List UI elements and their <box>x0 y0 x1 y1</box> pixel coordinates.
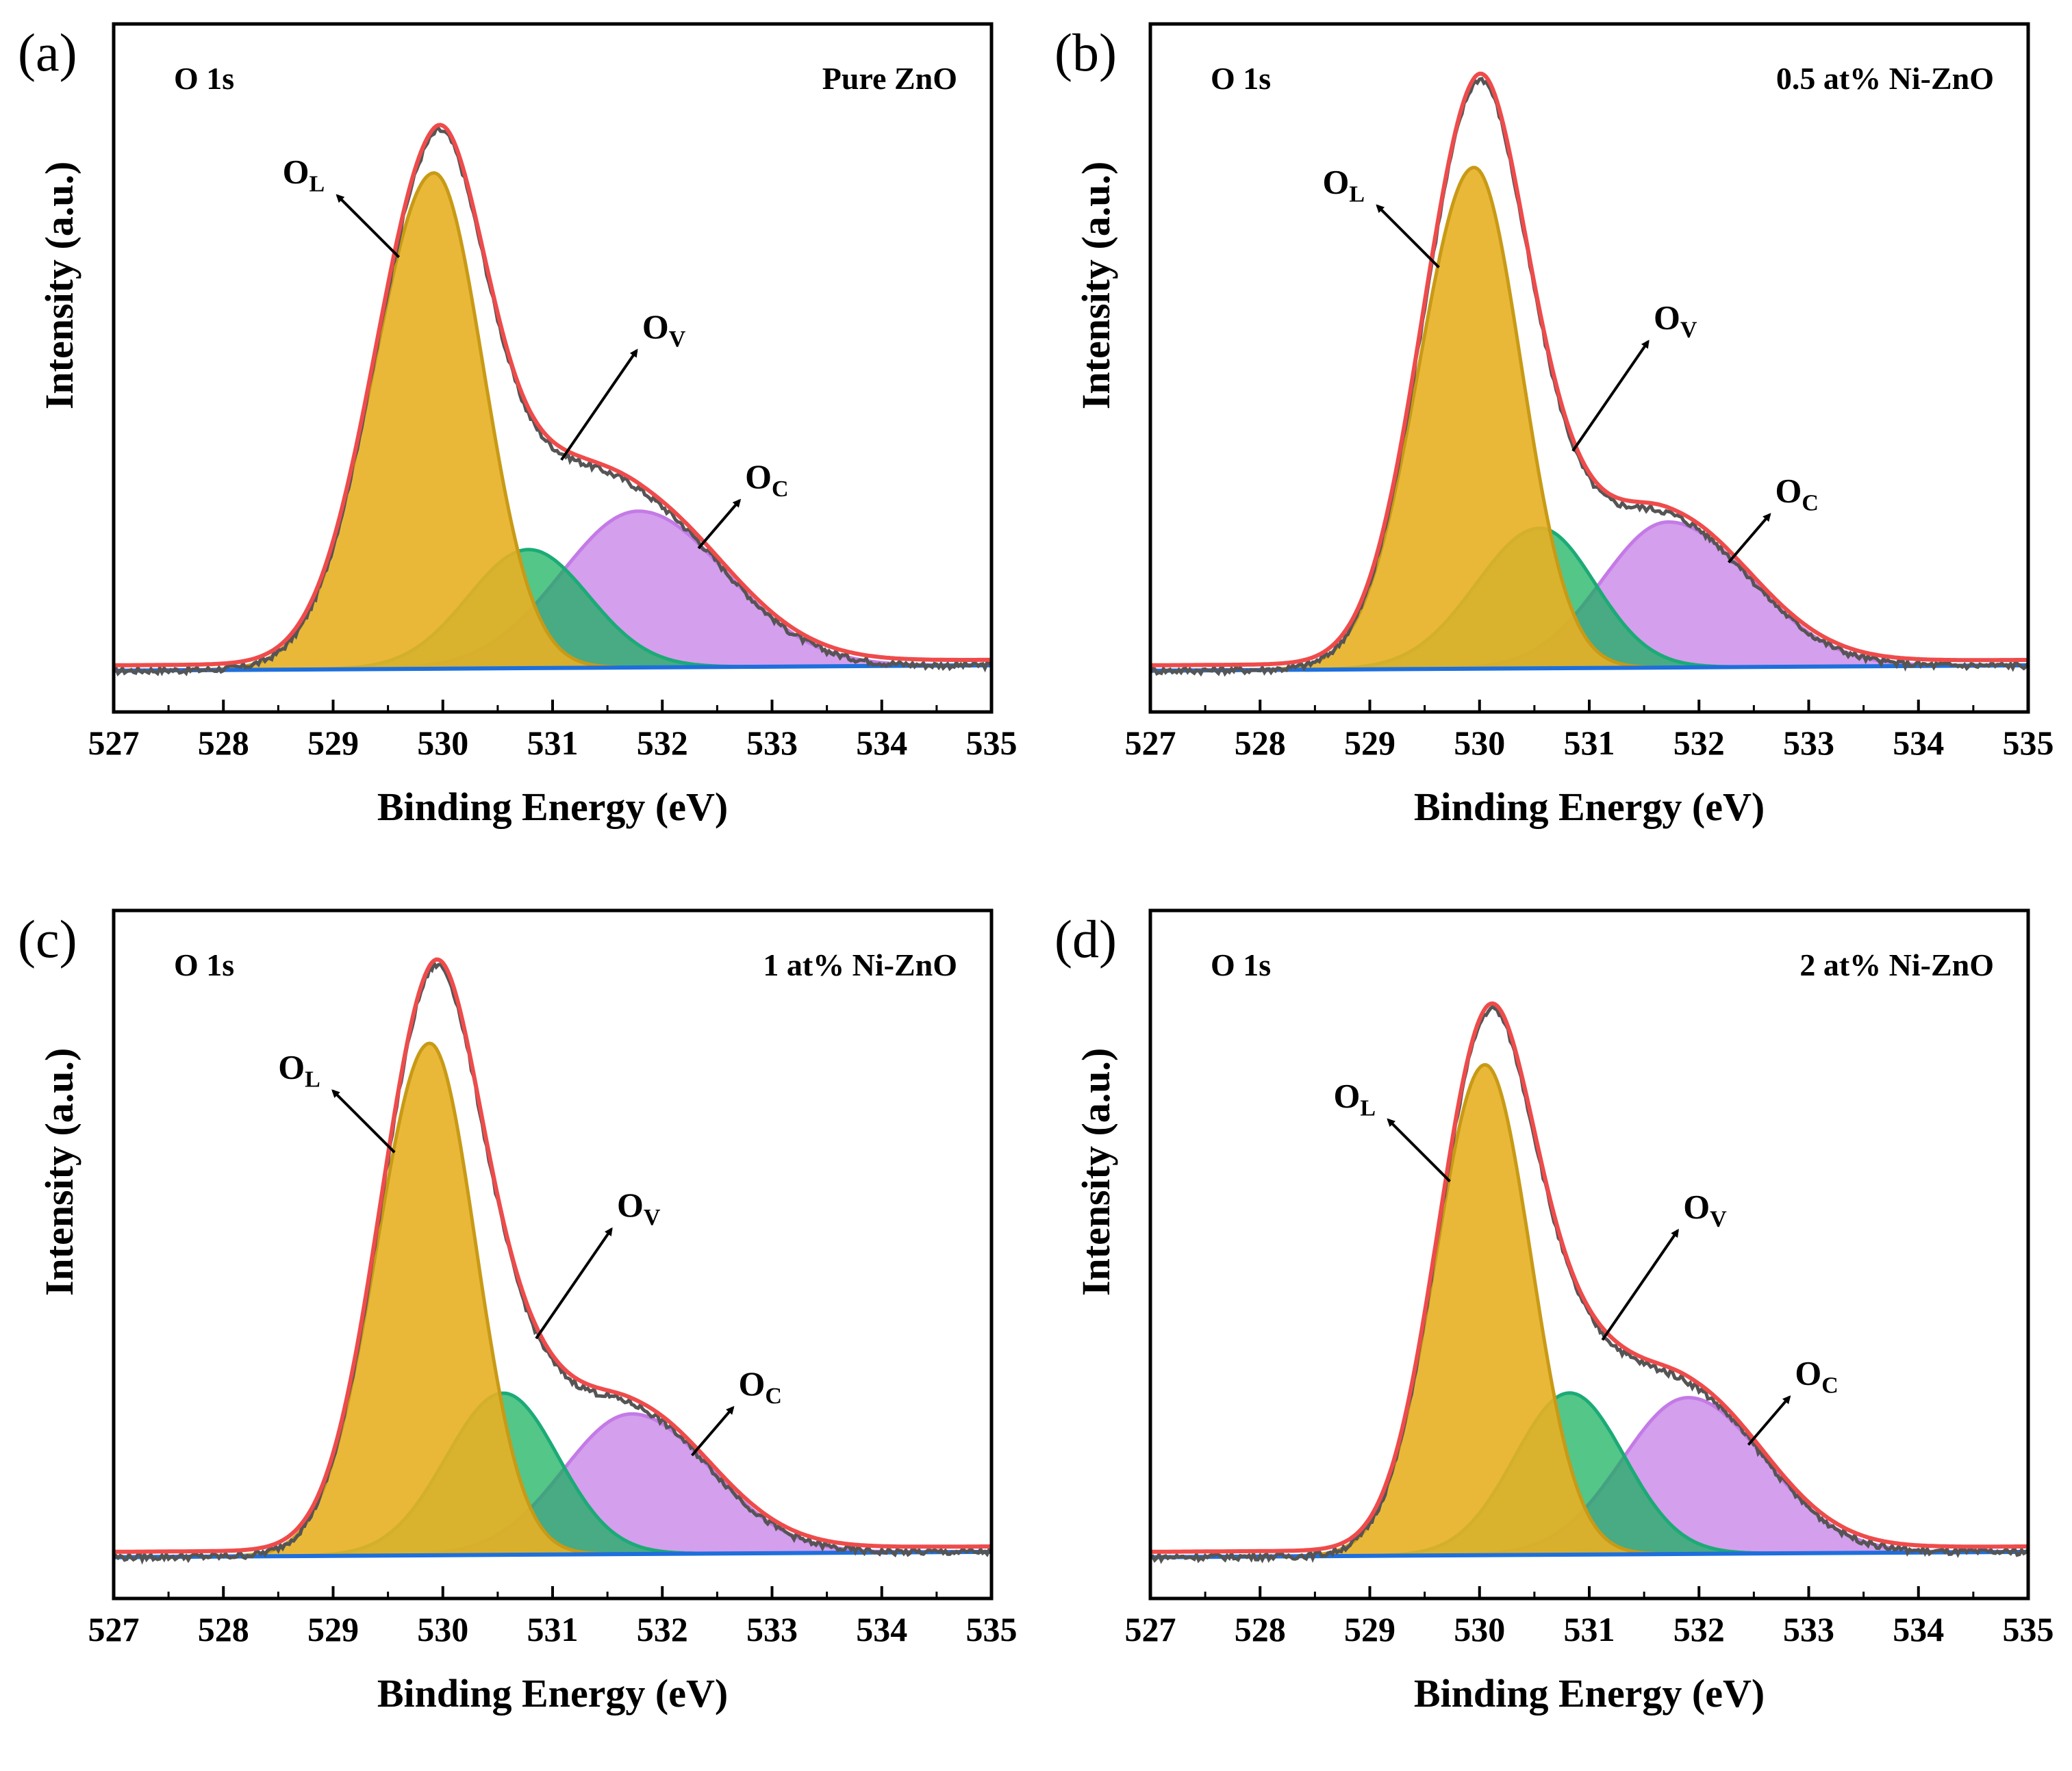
panel-letter: (d) <box>1054 909 1117 969</box>
peak-label-o-c: OC <box>745 457 788 502</box>
x-tick-label: 528 <box>198 724 249 762</box>
peak-arrow-o-l <box>1387 1118 1451 1183</box>
x-tick-label: 529 <box>307 1610 359 1648</box>
sample-label: 2 at% Ni-ZnO <box>1799 947 1994 982</box>
envelope-line <box>114 123 991 667</box>
x-tick-label: 527 <box>1125 724 1176 762</box>
peak-label-o-v: OV <box>1654 298 1697 343</box>
x-axis-title: Binding Energy (eV) <box>1414 785 1765 829</box>
raw-data-line <box>1150 1004 2030 1564</box>
x-tick-label: 531 <box>527 1610 579 1648</box>
chart-panel-a: 527 528 529 530 531 532 533 534 535 Binding Energ… <box>18 22 1018 829</box>
peak-label-o-l: OL <box>1322 163 1365 207</box>
peak-arrow-o-c <box>697 498 742 550</box>
background-line <box>113 663 992 673</box>
region-label: O 1s <box>1211 947 1271 982</box>
x-tick-label: 533 <box>746 1610 798 1648</box>
x-tick-label: 531 <box>1564 724 1615 762</box>
x-axis-title: Binding Energy (eV) <box>377 785 728 829</box>
peak-arrow-o-v <box>560 348 638 461</box>
peak-fill-o-v <box>1150 1392 2028 1557</box>
peak-fill-o-v <box>1150 528 2028 671</box>
region-label: O 1s <box>174 947 234 982</box>
x-tick-label: 533 <box>746 724 798 762</box>
peak-label-o-c: OC <box>1795 1354 1838 1399</box>
x-tick-label: 527 <box>1125 1610 1176 1648</box>
peak-label-o-v: OV <box>642 307 686 352</box>
envelope-line <box>1150 71 2029 667</box>
x-tick-label: 532 <box>1673 1610 1725 1648</box>
peak-fill-o-v <box>114 1393 991 1557</box>
peak-arrow-o-v <box>535 1227 613 1340</box>
peak-fill-o-c <box>1150 1397 2028 1557</box>
x-tick-label: 528 <box>1235 1610 1286 1648</box>
x-axis-title: Binding Energy (eV) <box>377 1671 728 1716</box>
peak-arrow-o-l <box>331 1089 396 1154</box>
peak-arrow-o-c <box>690 1405 735 1457</box>
peak-arrow-o-l <box>1376 204 1440 268</box>
panel-letter: (b) <box>1054 23 1117 82</box>
x-tick-label: 529 <box>1344 724 1395 762</box>
peak-label-o-l: OL <box>1333 1077 1376 1121</box>
x-tick-label: 530 <box>1454 724 1505 762</box>
x-tick-label: 529 <box>1344 1610 1395 1648</box>
peak-arrow-o-v <box>1601 1228 1679 1341</box>
x-tick-label: 530 <box>417 724 468 762</box>
background-line <box>1150 1549 2029 1559</box>
peak-label-o-v: OV <box>1683 1187 1727 1232</box>
x-tick-label: 529 <box>307 724 359 762</box>
peak-label-o-c: OC <box>739 1364 782 1409</box>
x-tick-label: 531 <box>527 724 579 762</box>
x-tick-label: 527 <box>88 1610 140 1648</box>
x-tick-label: 530 <box>417 1610 468 1648</box>
x-tick-label: 535 <box>2003 724 2054 762</box>
y-axis-title: Intensity (a.u.) <box>37 1048 81 1297</box>
x-tick-label: 535 <box>966 724 1018 762</box>
envelope-line <box>114 957 992 1554</box>
sample-label: 1 at% Ni-ZnO <box>763 947 957 982</box>
x-tick-label: 532 <box>1673 724 1725 762</box>
y-axis-title: Intensity (a.u.) <box>37 162 81 410</box>
chart-panel-b: 527 528 529 530 531 532 533 534 535 Binding Energ… <box>1054 22 2054 829</box>
x-tick-label: 532 <box>637 1610 688 1648</box>
peak-fill-o-v <box>114 549 991 671</box>
panel-letter: (c) <box>18 909 77 969</box>
envelope-line <box>1150 1001 2029 1554</box>
region-label: O 1s <box>1211 61 1271 96</box>
x-tick-label: 533 <box>1783 1610 1834 1648</box>
raw-data-line <box>113 126 992 677</box>
x-tick-label: 535 <box>2003 1610 2054 1648</box>
x-tick-label: 532 <box>637 724 688 762</box>
y-axis-title: Intensity (a.u.) <box>1074 162 1118 410</box>
y-axis-title: Intensity (a.u.) <box>1074 1048 1118 1297</box>
sample-label: 0.5 at% Ni-ZnO <box>1776 61 1994 96</box>
peak-arrow-o-l <box>336 194 401 259</box>
chart-panel-d: 527 528 529 530 531 532 533 534 535 Binding Energ… <box>1054 908 2054 1716</box>
background-line <box>113 1549 992 1559</box>
x-tick-label: 534 <box>856 724 907 762</box>
peak-label-o-l: OL <box>283 153 325 197</box>
chart-panel-c: 527 528 529 530 531 532 533 534 535 Binding Energ… <box>18 908 1018 1716</box>
x-tick-label: 533 <box>1783 724 1834 762</box>
region-label: O 1s <box>174 61 234 96</box>
peak-arrow-o-c <box>1727 513 1771 563</box>
peak-label-o-l: OL <box>278 1047 320 1092</box>
peak-label-o-c: OC <box>1776 472 1819 516</box>
peak-label-o-v: OV <box>617 1186 661 1230</box>
x-tick-label: 534 <box>1893 724 1944 762</box>
x-tick-label: 534 <box>856 1610 907 1648</box>
x-tick-label: 530 <box>1454 1610 1505 1648</box>
x-tick-label: 527 <box>88 724 140 762</box>
peak-arrow-o-c <box>1747 1395 1791 1446</box>
x-axis-title: Binding Energy (eV) <box>1414 1671 1765 1716</box>
x-tick-label: 531 <box>1564 1610 1615 1648</box>
x-tick-label: 534 <box>1893 1610 1944 1648</box>
panel-letter: (a) <box>18 23 77 82</box>
x-tick-label: 535 <box>966 1610 1018 1648</box>
x-tick-label: 528 <box>198 1610 249 1648</box>
x-tick-label: 528 <box>1235 724 1286 762</box>
peak-arrow-o-v <box>1571 340 1650 452</box>
sample-label: Pure ZnO <box>822 61 957 96</box>
